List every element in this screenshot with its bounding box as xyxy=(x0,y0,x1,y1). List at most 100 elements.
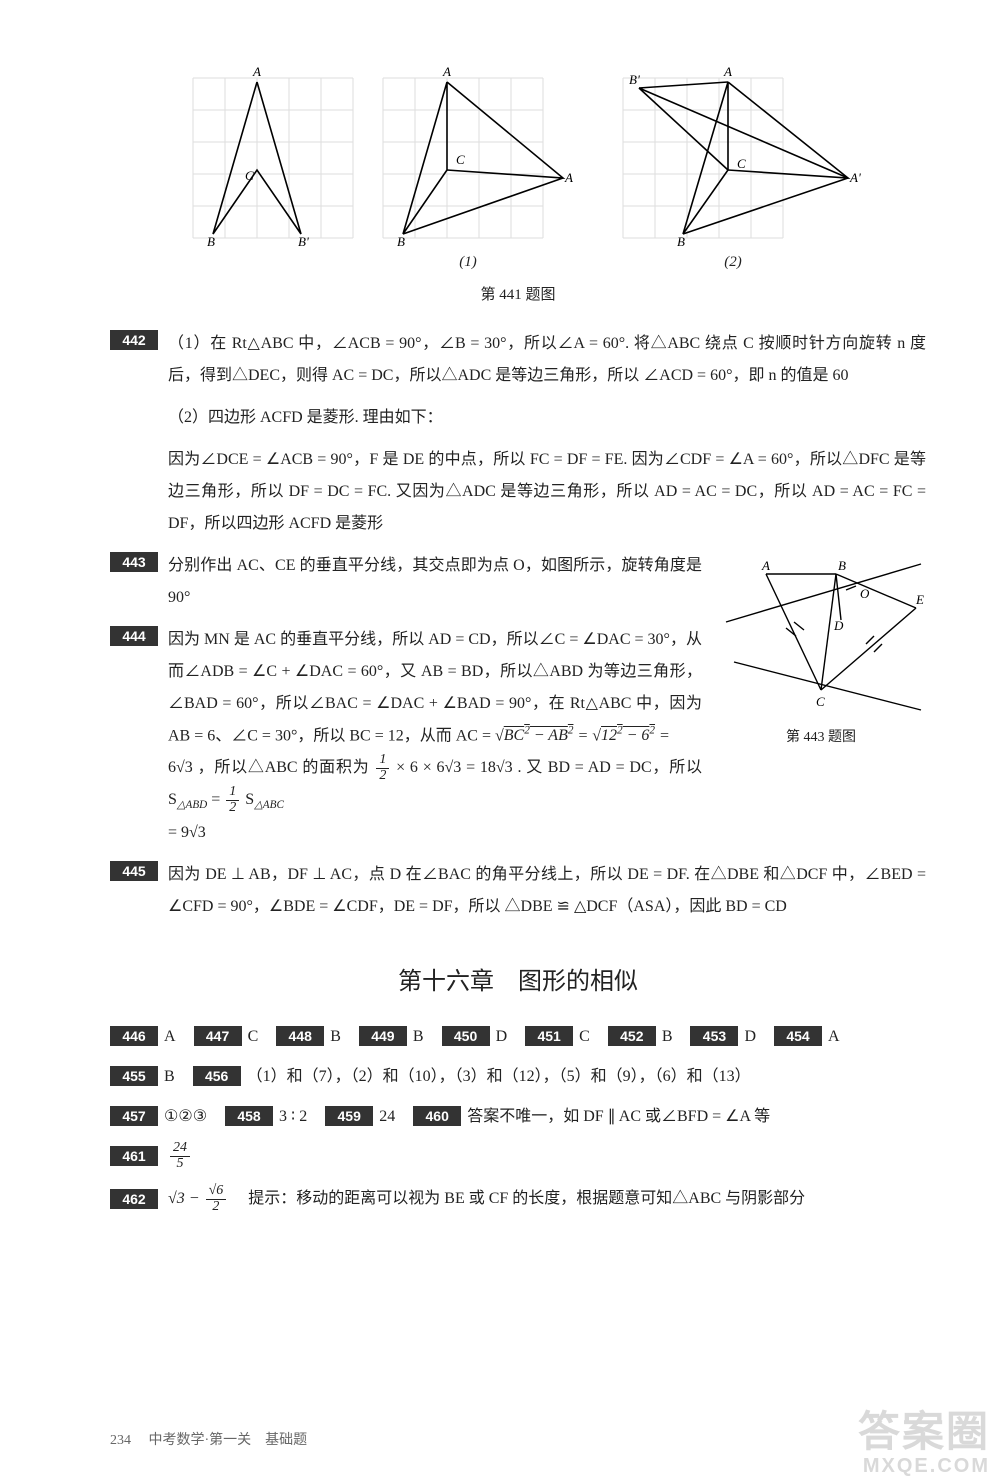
label-B2: B xyxy=(397,234,405,248)
ans-462-frac: √6 2 xyxy=(206,1184,227,1214)
t444-sqrt: √BC2 − AB2 = √122 − 62 = xyxy=(495,727,670,744)
badge-455: 455 xyxy=(110,1066,158,1086)
figure-441-1a: A B B' C xyxy=(173,58,363,271)
label-B3: B xyxy=(677,234,685,248)
figure-441-cap-1: (1) xyxy=(459,254,477,271)
figure-441-caption: 第 441 题图 xyxy=(110,283,926,304)
badge-459: 459 xyxy=(325,1106,373,1126)
problem-442: 442 （1）在 Rt△ABC 中，∠ACB = 90°，∠B = 30°，所以… xyxy=(110,328,926,392)
label-C3: C xyxy=(737,156,746,171)
figure-443-svg: A B O D E C xyxy=(716,550,926,720)
label-A2: A xyxy=(442,64,451,79)
footer-pagenum: 234 xyxy=(110,1433,131,1448)
problem-444: 444 因为 MN 是 AC 的垂直平分线，所以 AD = CD，所以∠C = … xyxy=(110,624,702,849)
text-443: 分别作出 AC、CE 的垂直平分线，其交点即为点 O，如图所示，旋转角度是 90… xyxy=(168,550,702,614)
t444-frac2: 1 2 xyxy=(226,785,239,815)
figure-441-2: A B C A' B' (2) xyxy=(603,58,863,271)
page-footer: 234 中考数学·第一关 基础题 xyxy=(110,1429,307,1449)
ans-449: B xyxy=(413,1019,424,1054)
badge-462: 462 xyxy=(110,1189,158,1209)
ans-459: 24 xyxy=(379,1099,395,1134)
ans-454: A xyxy=(828,1019,840,1054)
badge-446: 446 xyxy=(110,1026,158,1046)
text-442-2body: 因为∠DCE = ∠ACB = 90°，F 是 DE 的中点，所以 FC = D… xyxy=(110,444,926,540)
label-A: A xyxy=(252,64,261,79)
lbl-443-D: D xyxy=(833,618,844,633)
figure-441-cap-2: (2) xyxy=(724,254,742,271)
t444-sub2: △ABC xyxy=(254,800,284,812)
label-Aprime3: A' xyxy=(849,170,861,185)
badge-454: 454 xyxy=(774,1026,822,1046)
figure-443-caption: 第 443 题图 xyxy=(716,726,926,746)
figure-443: A B O D E C 第 443 题图 xyxy=(716,550,926,746)
label-Bprime3: B' xyxy=(629,72,640,87)
mc-row-3: 457 ①②③ 458 3 ∶ 2 459 24 460 答案不唯一，如 DF ∥ AC… xyxy=(110,1098,926,1134)
chapter-title: 第十六章 图形的相似 xyxy=(110,961,926,996)
label-C: C xyxy=(245,168,254,183)
figure-441-row: A B B' C xyxy=(110,58,926,271)
ans-453: D xyxy=(744,1019,756,1054)
t444-frac1: 1 2 xyxy=(376,753,389,783)
badge-461: 461 xyxy=(110,1146,158,1166)
watermark-sub: MXQE.COM xyxy=(858,1455,990,1477)
watermark: 答案圈 MXQE.COM xyxy=(858,1409,990,1477)
ans-457: ①②③ xyxy=(164,1099,207,1134)
ans-458: 3 ∶ 2 xyxy=(279,1099,307,1134)
badge-457: 457 xyxy=(110,1106,158,1126)
ans-456: （1）和（7），（2）和（10），（3）和（12），（5）和（9），（6）和（1… xyxy=(247,1059,751,1094)
badge-443: 443 xyxy=(110,552,158,572)
mc-row-5: 462 √3 − √6 2 提示：移动的距离可以视为 BE 或 CF 的长度，根… xyxy=(110,1181,926,1216)
ans-452: B xyxy=(662,1019,673,1054)
watermark-top: 答案圈 xyxy=(858,1409,990,1455)
ans-462-lead: √3 − xyxy=(168,1190,204,1207)
t444-l2c: = xyxy=(211,791,224,808)
text-444: 因为 MN 是 AC 的垂直平分线，所以 AD = CD，所以∠C = ∠DAC… xyxy=(168,624,702,849)
ans-461-frac: 24 5 xyxy=(170,1141,190,1171)
ans-446: A xyxy=(164,1019,176,1054)
badge-458: 458 xyxy=(225,1106,273,1126)
label-B: B xyxy=(207,234,215,248)
badge-442: 442 xyxy=(110,330,158,350)
lbl-443-B: B xyxy=(838,558,846,573)
badge-456: 456 xyxy=(193,1066,241,1086)
t444-l3: = 9√3 xyxy=(168,824,206,841)
lbl-443-O: O xyxy=(860,586,870,601)
footer-text: 中考数学·第一关 基础题 xyxy=(149,1433,308,1448)
badge-460: 460 xyxy=(413,1106,461,1126)
label-Aprime: A' xyxy=(564,170,573,185)
mc-row-1: 446A 447C 448B 449B 450D 451C 452B 453D … xyxy=(110,1018,926,1054)
t444-l2d: S xyxy=(245,791,254,808)
lbl-443-C: C xyxy=(816,694,825,709)
badge-444: 444 xyxy=(110,626,158,646)
badge-449: 449 xyxy=(359,1026,407,1046)
problem-443: 443 分别作出 AC、CE 的垂直平分线，其交点即为点 O，如图所示，旋转角度… xyxy=(110,550,702,614)
mc-row-2: 455 B 456 （1）和（7），（2）和（10），（3）和（12），（5）和（9… xyxy=(110,1058,926,1094)
badge-445: 445 xyxy=(110,861,158,881)
ans-460: 答案不唯一，如 DF ∥ AC 或∠BFD = ∠A 等 xyxy=(467,1099,770,1134)
figure-441-2-svg: A B C A' B' xyxy=(603,58,863,248)
badge-452: 452 xyxy=(608,1026,656,1046)
badge-447: 447 xyxy=(194,1026,242,1046)
badge-450: 450 xyxy=(442,1026,490,1046)
t444-l2a: 6√3 ，所以△ABC 的面积为 xyxy=(168,759,374,776)
ans-455: B xyxy=(164,1059,175,1094)
figure-441-1b: A B C A' (1) xyxy=(363,58,573,271)
lbl-443-A: A xyxy=(761,558,770,573)
t444-sub1: △ABD xyxy=(177,800,207,812)
ans-462-hint: 提示：移动的距离可以视为 BE 或 CF 的长度，根据题意可知△ABC 与阴影部… xyxy=(232,1190,805,1207)
figure-441-1a-svg: A B B' C xyxy=(173,58,363,248)
ans-447: C xyxy=(248,1019,259,1054)
badge-451: 451 xyxy=(525,1026,573,1046)
page: A B B' C xyxy=(0,0,1000,1483)
figure-441-1b-svg: A B C A' xyxy=(363,58,573,248)
text-445: 因为 DE ⊥ AB，DF ⊥ AC，点 D 在∠BAC 的角平分线上，所以 D… xyxy=(168,859,926,923)
ans-448: B xyxy=(330,1019,341,1054)
problem-445: 445 因为 DE ⊥ AB，DF ⊥ AC，点 D 在∠BAC 的角平分线上，… xyxy=(110,859,926,923)
label-Bprime: B' xyxy=(298,234,309,248)
text-442-2head: （2）四边形 ACFD 是菱形. 理由如下： xyxy=(110,402,926,434)
badge-448: 448 xyxy=(276,1026,324,1046)
ans-450: D xyxy=(496,1019,508,1054)
text-442-1: （1）在 Rt△ABC 中，∠ACB = 90°，∠B = 30°，所以∠A =… xyxy=(168,328,926,392)
ans-451: C xyxy=(579,1019,590,1054)
lbl-443-E: E xyxy=(915,592,924,607)
